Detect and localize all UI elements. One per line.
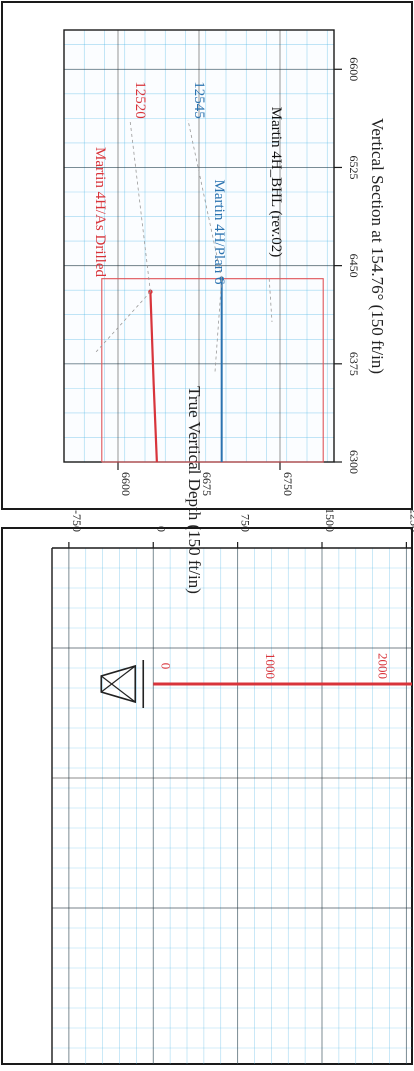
md-annotation: 1000 bbox=[263, 653, 278, 679]
rig-icon-brace bbox=[100, 665, 136, 693]
md-annotation: 0 bbox=[158, 663, 173, 670]
x-tick-label: 6450 bbox=[347, 254, 361, 278]
x-tick-label: 6600 bbox=[347, 57, 361, 81]
x-tick-label: 6525 bbox=[347, 155, 361, 179]
tick-label: 2250 bbox=[407, 508, 414, 532]
panel-top-zoom: 6300 6375 6450 6525 6600 6600 6675 6750 Vertical… bbox=[1, 1, 413, 594]
md-annotation-as-drilled: 12520 bbox=[132, 81, 148, 119]
y-tick-label: 6750 bbox=[281, 472, 295, 496]
md-annotation: 2000 bbox=[375, 653, 390, 679]
tick-label: -750 bbox=[70, 510, 84, 532]
series-line-bhl bbox=[101, 278, 324, 463]
leader-line bbox=[268, 278, 273, 323]
rig-icon-brace bbox=[100, 675, 136, 703]
panel-bottom-plan: -750 0 750 1500 2250 0 1000 2000 bbox=[1, 508, 414, 1065]
tick-label: 1500 bbox=[323, 508, 337, 532]
x-tick-label: 6375 bbox=[347, 352, 361, 376]
y-axis-title: True Vertical Depth (150 ft/in) bbox=[185, 386, 204, 594]
x-axis-title: Vertical Section at 154.76° (150 ft/in) bbox=[368, 118, 387, 374]
y-tick-label: 6600 bbox=[119, 472, 133, 496]
panel-frame bbox=[1, 527, 413, 1065]
md-annotation-plan: 12545 bbox=[191, 81, 207, 119]
series-label-bhl: Martin 4H_BHL (rev.02) bbox=[268, 107, 284, 258]
tick-label: 0 bbox=[154, 526, 168, 532]
series-label-as-drilled: Martin 4H/As Drilled bbox=[92, 147, 108, 277]
tick-label: 750 bbox=[239, 514, 253, 532]
panel-frame bbox=[1, 1, 413, 510]
y-tick-label: 6675 bbox=[200, 472, 214, 496]
leader-line bbox=[129, 119, 151, 292]
leader-line bbox=[95, 291, 151, 353]
series-label-plan: Martin 4H/Plan 6 bbox=[211, 180, 227, 285]
rig-icon bbox=[100, 664, 137, 704]
x-tick-label: 6300 bbox=[347, 450, 361, 474]
series-line-as-drilled bbox=[149, 291, 158, 463]
